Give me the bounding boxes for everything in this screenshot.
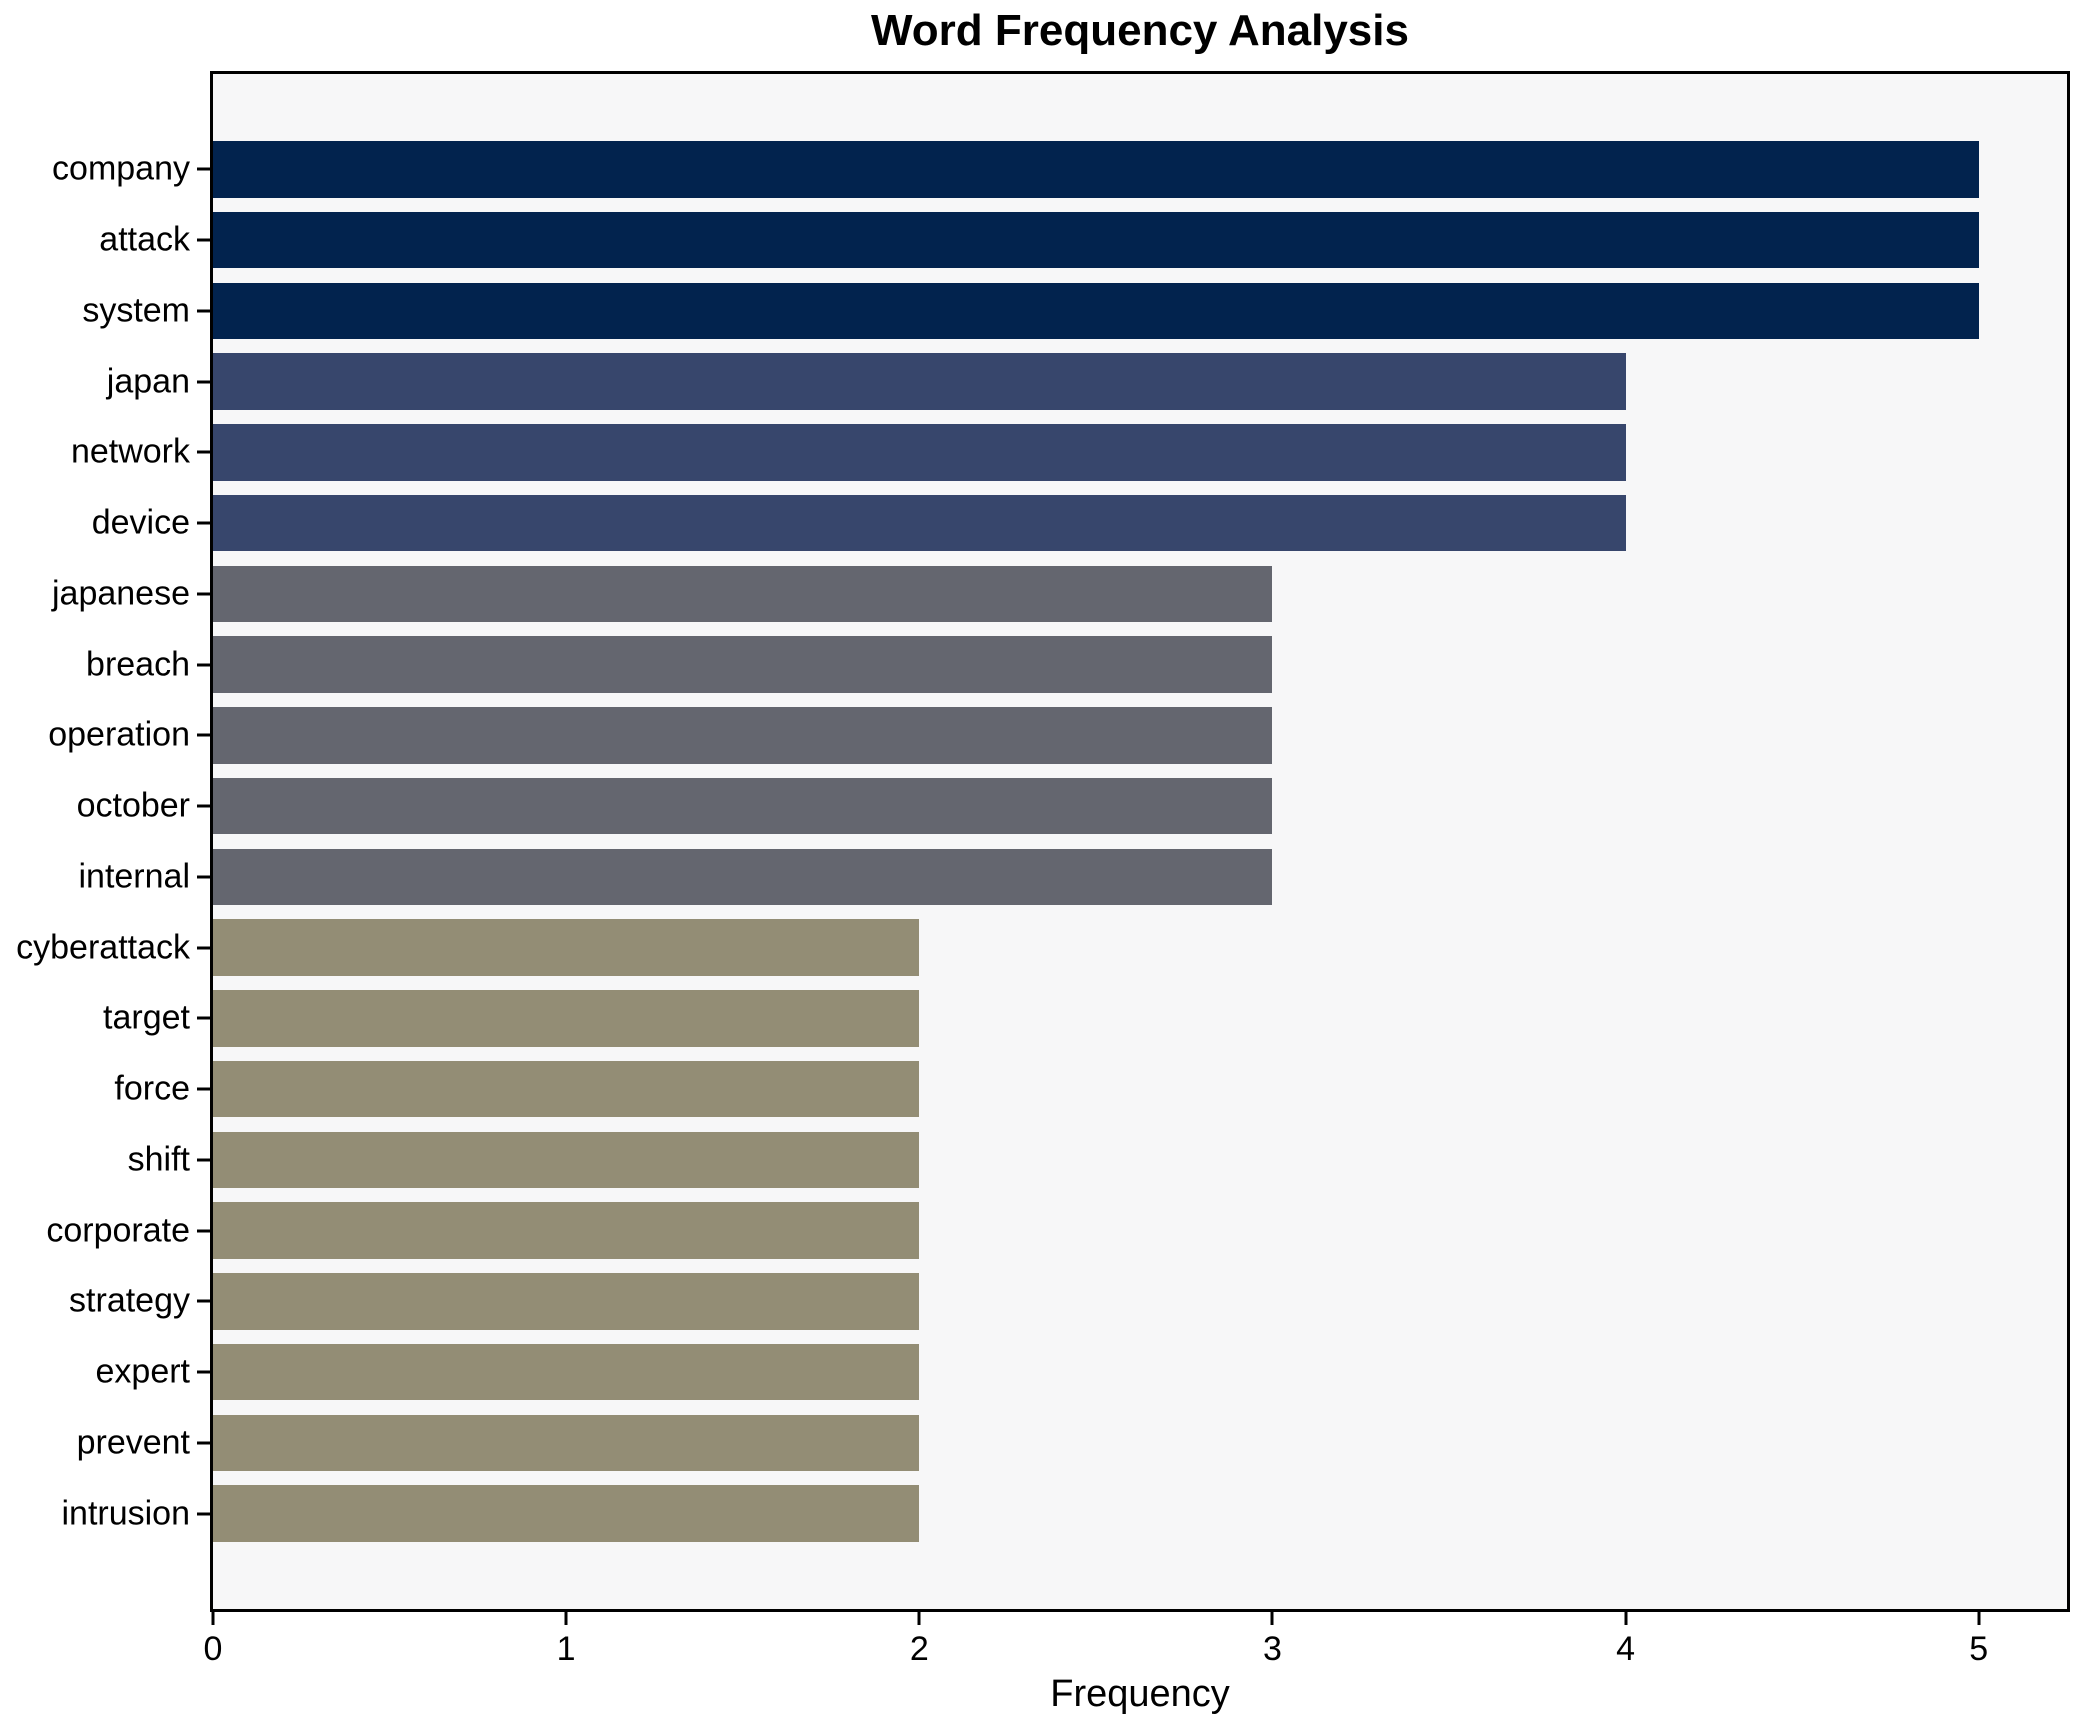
bar (213, 1131, 920, 1189)
bar (213, 707, 1273, 764)
bar-row: shift (128, 1125, 2067, 1196)
bar-row: prevent (77, 1408, 2067, 1479)
bar (213, 424, 1626, 481)
y-tick-label: prevent (76, 1423, 190, 1462)
y-tick-label: october (76, 786, 190, 825)
bar-row: intrusion (61, 1478, 2067, 1549)
x-tick-mark (211, 1612, 215, 1625)
y-tick-mark (197, 946, 210, 950)
y-tick-label: system (82, 291, 190, 330)
bar-row: breach (86, 629, 2067, 700)
x-tick-mark (564, 1612, 568, 1625)
bar-row: target (103, 983, 2067, 1054)
y-tick-mark (197, 450, 210, 454)
y-tick-label: network (70, 432, 190, 471)
y-tick-mark (197, 663, 210, 667)
y-tick-mark (197, 1370, 210, 1374)
x-tick-label: 0 (203, 1630, 223, 1668)
y-tick-mark (197, 1512, 210, 1516)
bar-row: operation (48, 700, 2067, 771)
bar (213, 636, 1273, 693)
bar-row: expert (96, 1337, 2067, 1408)
bar-row: strategy (69, 1266, 2067, 1337)
bar-row: internal (78, 842, 2067, 913)
y-tick-label: attack (99, 220, 190, 259)
y-tick-mark (197, 238, 210, 242)
y-tick-label: expert (95, 1352, 191, 1391)
bar-row: corporate (46, 1195, 2067, 1266)
y-tick-mark (197, 380, 210, 384)
y-tick-label: breach (86, 645, 190, 684)
y-tick-label: device (91, 503, 190, 542)
x-tick-label: 5 (1969, 1630, 1989, 1668)
bar-row: october (77, 771, 2067, 842)
bar (213, 919, 920, 976)
x-tick-label: 1 (556, 1630, 576, 1668)
y-tick-mark (197, 1441, 210, 1445)
bar-row: attack (99, 205, 2067, 276)
x-tick-mark (1977, 1612, 1981, 1625)
bar (213, 1485, 920, 1542)
bar (213, 777, 1273, 835)
bar (213, 565, 1273, 623)
bar-row: device (92, 488, 2067, 559)
bar (213, 848, 1273, 906)
y-tick-label: cyberattack (16, 928, 190, 967)
bar (213, 211, 1979, 269)
bar-row: network (71, 417, 2067, 488)
x-tick-label: 2 (909, 1630, 929, 1668)
x-tick-mark (1270, 1612, 1274, 1625)
bar-row: system (82, 276, 2067, 347)
y-tick-mark (197, 875, 210, 879)
chart-title: Word Frequency Analysis (871, 6, 1409, 55)
y-tick-label: company (52, 149, 190, 188)
plot-area: company attack system japan network device jap… (16, 71, 2070, 1715)
y-tick-label: target (103, 998, 190, 1037)
bar (213, 1343, 920, 1401)
bar-row: cyberattack (16, 912, 2067, 983)
y-tick-label: japanese (51, 574, 190, 613)
y-tick-mark (197, 167, 210, 171)
y-tick-mark (197, 1158, 210, 1162)
bar-row: force (114, 1054, 2067, 1125)
y-tick-label: corporate (46, 1211, 190, 1250)
bar-row: japanese (52, 559, 2067, 630)
bar (213, 1414, 920, 1472)
y-tick-label: strategy (69, 1281, 190, 1320)
y-tick-label: shift (127, 1140, 190, 1179)
y-tick-label: internal (78, 857, 190, 896)
bar (213, 353, 1626, 410)
y-tick-mark (197, 733, 210, 737)
y-tick-mark (197, 804, 210, 808)
x-tick-label: 3 (1262, 1630, 1282, 1668)
y-tick-mark (197, 1087, 210, 1091)
y-tick-label: japan (106, 362, 190, 401)
bar-row: company (52, 134, 2067, 205)
y-tick-mark (197, 309, 210, 313)
y-tick-mark (197, 1016, 210, 1020)
x-tick-mark (1624, 1612, 1628, 1625)
bar (213, 494, 1626, 552)
bar (213, 141, 1979, 198)
y-tick-mark (197, 521, 210, 525)
y-tick-label: operation (48, 715, 190, 754)
x-tick-mark (917, 1612, 921, 1625)
y-tick-label: force (114, 1069, 190, 1108)
bars-container: company attack system japan network device jap… (16, 134, 2067, 1549)
x-axis-label: Frequency (1050, 1673, 1230, 1715)
y-tick-mark (197, 1229, 210, 1233)
y-tick-mark (197, 1299, 210, 1303)
bar (213, 282, 1979, 340)
y-tick-mark (197, 592, 210, 596)
bar-row: japan (107, 346, 2067, 417)
bar (213, 1202, 920, 1259)
x-tick-label: 4 (1616, 1630, 1636, 1668)
y-tick-label: intrusion (61, 1494, 190, 1533)
bar (213, 1273, 920, 1330)
bar (213, 1060, 920, 1118)
bar (213, 990, 920, 1047)
